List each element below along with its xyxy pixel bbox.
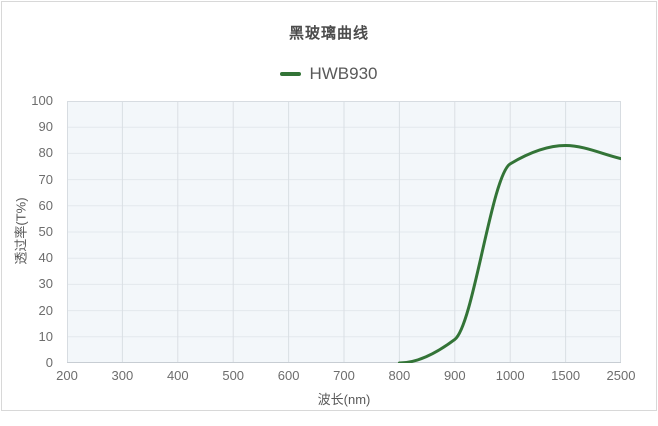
y-tick-label: 10 [38,328,53,344]
x-tick-label: 1000 [495,368,525,383]
x-axis-title: 波长(nm) [317,392,371,407]
legend-line-marker [280,72,302,76]
x-tick-label: 400 [166,368,189,383]
y-tick-label: 0 [45,355,53,370]
y-tick-label: 70 [38,171,53,187]
x-tick-label: 300 [111,368,134,383]
series-line-HWB930[interactable] [397,144,621,363]
legend[interactable]: HWB930 [0,62,658,86]
y-tick-label: 20 [38,302,53,318]
y-tick-label: 90 [38,119,53,135]
x-tick-label: 900 [443,368,466,383]
y-tick-label: 80 [38,145,53,161]
legend-series-label: HWB930 [309,64,378,83]
x-tick-label: 600 [277,368,300,383]
y-tick-label: 40 [38,250,53,266]
y-tick-label: 50 [38,224,53,239]
x-tick-label: 200 [56,368,78,383]
x-tick-label: 800 [388,368,411,383]
y-tick-label: 100 [31,93,53,108]
x-tick-label: 500 [222,368,245,383]
y-tick-label: 60 [38,197,53,213]
chart-title: 黑玻璃曲线 [288,25,369,42]
x-tick-label: 2500 [606,368,636,383]
chart-svg [67,101,621,363]
x-tick-label: 1500 [551,368,581,383]
x-tick-label: 700 [333,368,355,383]
y-tick-label: 30 [38,276,53,292]
